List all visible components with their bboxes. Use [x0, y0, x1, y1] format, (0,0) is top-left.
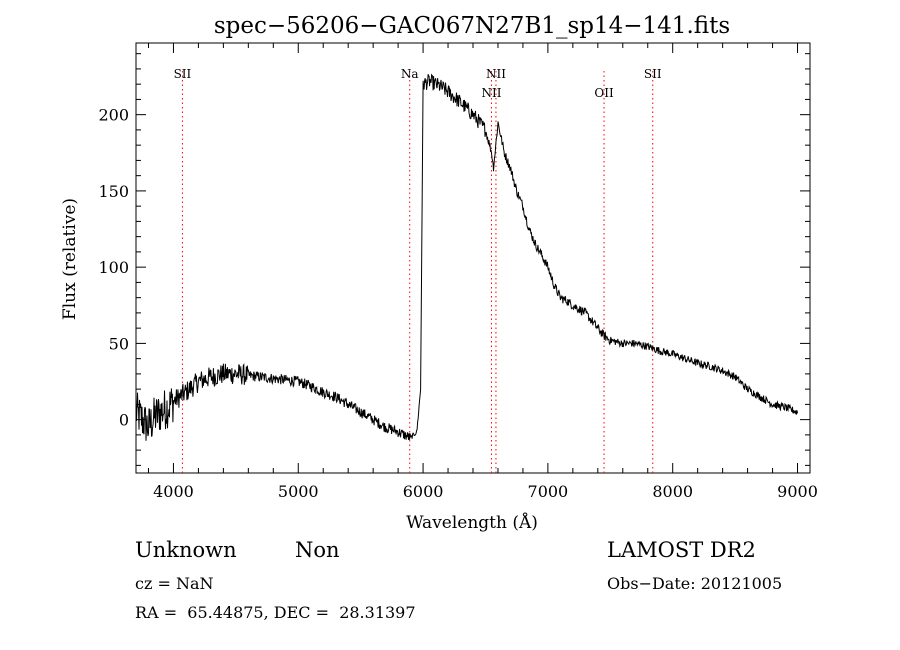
- survey-name: LAMOST DR2: [607, 538, 756, 562]
- x-axis-label: Wavelength (Å): [406, 512, 538, 533]
- y-tick-label: 150: [98, 182, 129, 201]
- spectral-line-label: SII: [644, 67, 662, 81]
- obs-date: Obs−Date: 20121005: [607, 574, 783, 593]
- x-tick-label: 4000: [153, 482, 194, 501]
- x-tick-label: 5000: [278, 482, 319, 501]
- y-tick-label: 200: [98, 106, 129, 125]
- x-tick-label: 7000: [528, 482, 569, 501]
- spectral-line-label: Na: [401, 67, 419, 81]
- spectral-line-label: OII: [594, 86, 614, 100]
- spectral-line-label: SII: [174, 67, 192, 81]
- chart-title: spec−56206−GAC067N27B1_sp14−141.fits: [214, 13, 730, 39]
- object-class: Unknown: [135, 538, 237, 562]
- x-tick-label: 6000: [403, 482, 444, 501]
- subclass: Non: [295, 538, 340, 562]
- spectrum-trace: [135, 73, 798, 441]
- spectral-line-label: NII: [486, 67, 506, 81]
- spectral-line-label: NII: [481, 86, 501, 100]
- y-tick-label: 0: [119, 411, 129, 430]
- x-tick-label: 8000: [652, 482, 693, 501]
- redshift-readout: cz = NaN: [135, 574, 214, 593]
- y-axis-label: Flux (relative): [60, 198, 80, 320]
- plot-frame: [135, 42, 811, 474]
- x-tick-label: 9000: [777, 482, 818, 501]
- coordinates: RA = 65.44875, DEC = 28.31397: [135, 603, 416, 622]
- y-tick-label: 100: [98, 258, 129, 277]
- y-tick-label: 50: [109, 334, 129, 353]
